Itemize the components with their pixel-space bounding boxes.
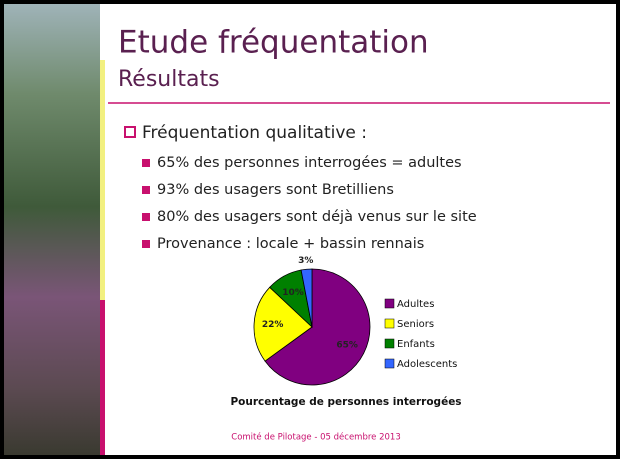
sub-bullet-icon [142, 159, 150, 167]
legend-label: Enfants [397, 339, 435, 350]
sub-bullet-icon [142, 213, 150, 221]
chart-title: Pourcentage de personnes interrogées [230, 396, 461, 408]
sub-bullet: 65% des personnes interrogées = adultes [157, 155, 462, 171]
legend-label: Adolescents [397, 359, 457, 370]
sub-bullet-icon [142, 186, 150, 194]
photo-strip [4, 4, 100, 455]
subtitle: Résultats [118, 67, 220, 92]
legend-swatch [385, 339, 394, 348]
bullet: Fréquentation qualitative : [142, 123, 367, 143]
legend-label: Adultes [397, 299, 434, 310]
sub-bullet: Provenance : locale + bassin rennais [157, 236, 424, 252]
data-label: 65% [336, 340, 358, 350]
legend-swatch [385, 359, 394, 368]
data-label: 10% [282, 288, 304, 298]
accent-bar [100, 300, 105, 455]
data-label: 22% [262, 320, 284, 330]
footer: Comité de Pilotage - 05 décembre 2013 [231, 432, 400, 443]
title: Etude fréquentation [118, 25, 429, 61]
sub-bullet: 93% des usagers sont Bretilliens [157, 182, 394, 198]
sub-bullet-icon [142, 240, 150, 248]
data-label: 3% [298, 256, 313, 266]
accent-bar [100, 60, 105, 300]
legend-label: Seniors [397, 319, 434, 330]
page: Etude fréquentation Résultats Fréquentat… [0, 0, 620, 459]
sub-bullet: 80% des usagers sont déjà venus sur le s… [157, 209, 477, 225]
legend-swatch [385, 319, 394, 328]
legend-swatch [385, 299, 394, 308]
slide: Etude fréquentation Résultats Fréquentat… [0, 0, 620, 459]
